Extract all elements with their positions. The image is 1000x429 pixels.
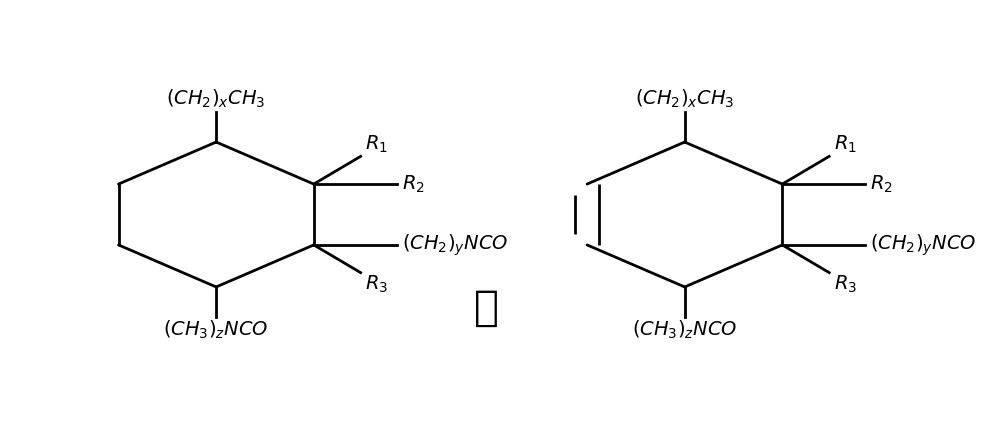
Text: $R_3$: $R_3$ (834, 274, 857, 295)
Text: $(CH_3)_zNCO$: $(CH_3)_zNCO$ (632, 319, 737, 341)
Text: $R_2$: $R_2$ (870, 173, 893, 195)
Text: $(CH_2)_xCH_3$: $(CH_2)_xCH_3$ (166, 88, 266, 110)
Text: $(CH_2)_yNCO$: $(CH_2)_yNCO$ (402, 232, 508, 258)
Text: $R_3$: $R_3$ (365, 274, 389, 295)
Text: $R_2$: $R_2$ (402, 173, 424, 195)
Text: $(CH_3)_zNCO$: $(CH_3)_zNCO$ (163, 319, 269, 341)
Text: 或: 或 (474, 287, 499, 329)
Text: $R_1$: $R_1$ (365, 134, 388, 155)
Text: $R_1$: $R_1$ (834, 134, 857, 155)
Text: $(CH_2)_yNCO$: $(CH_2)_yNCO$ (870, 232, 976, 258)
Text: $(CH_2)_xCH_3$: $(CH_2)_xCH_3$ (635, 88, 734, 110)
